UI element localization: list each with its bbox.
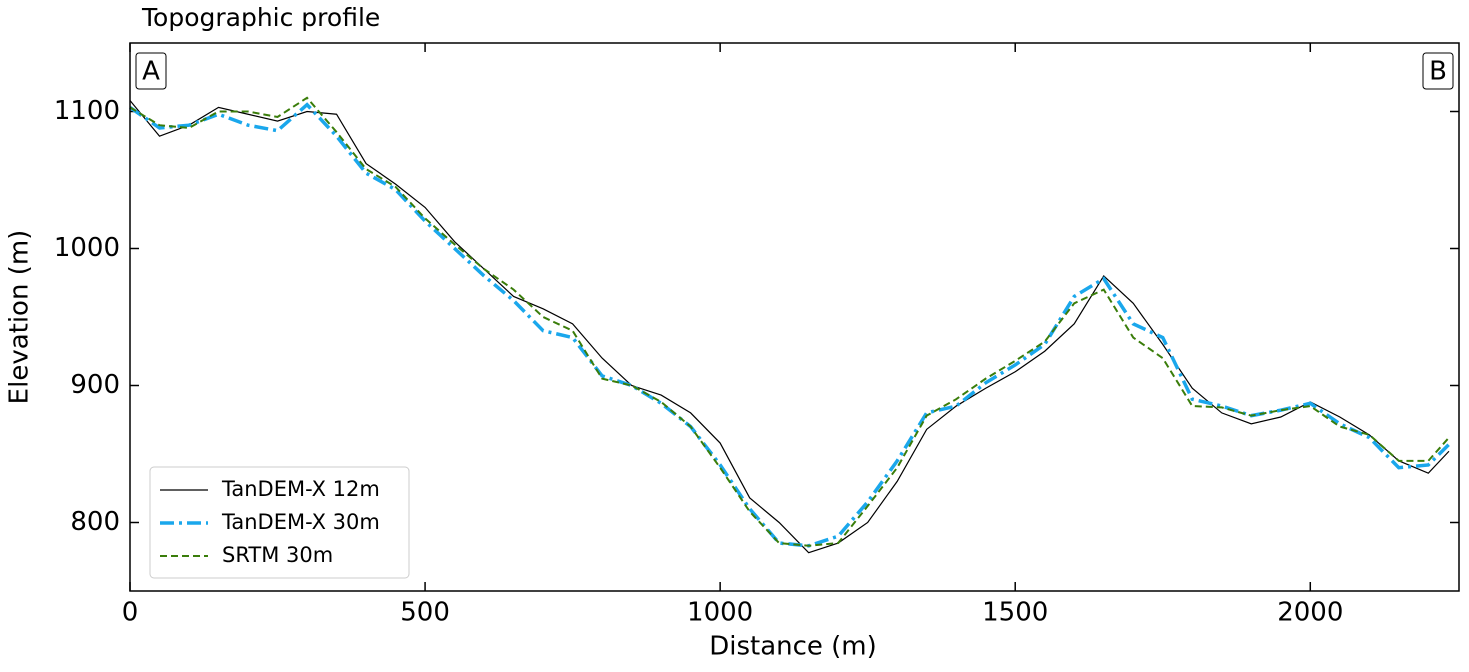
legend-box [149, 466, 410, 579]
plot-frame [129, 42, 1460, 592]
annotation-box [135, 52, 167, 90]
x-tick-label: 1500 [982, 598, 1048, 628]
y-tick-label: 800 [70, 507, 120, 537]
x-tick-label: 0 [122, 598, 139, 628]
y-tick-label: 1100 [54, 96, 120, 126]
series-line [129, 96, 1450, 547]
series-line [129, 100, 1450, 554]
annotation: B [1429, 57, 1447, 87]
x-tick-label: 2000 [1277, 598, 1343, 628]
annotation-box [1422, 52, 1454, 90]
x-tick-label: 500 [400, 598, 450, 628]
y-tick-label: 900 [70, 370, 120, 400]
x-axis-label: Distance (m) [709, 632, 877, 662]
x-tick-label: 1000 [687, 598, 753, 628]
legend-label: SRTM 30m [222, 543, 333, 567]
chart-title: Topographic profile [141, 3, 380, 32]
y-tick-label: 1000 [54, 233, 120, 263]
legend-label: TanDEM-X 12m [221, 477, 380, 501]
y-axis-label: Elevation (m) [5, 230, 35, 405]
annotation: A [142, 57, 160, 87]
legend-label: TanDEM-X 30m [221, 510, 380, 534]
